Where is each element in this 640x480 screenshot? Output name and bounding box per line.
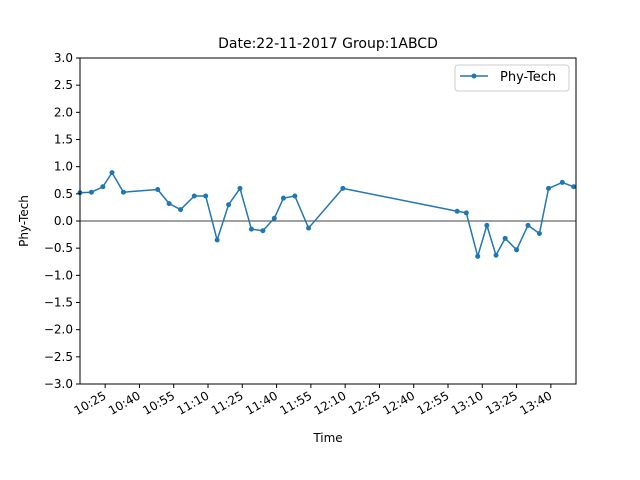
data-point xyxy=(292,193,298,199)
data-point xyxy=(340,185,346,191)
legend: Phy-Tech xyxy=(454,64,570,92)
y-tick-label: 2.5 xyxy=(54,78,73,92)
data-point xyxy=(454,208,460,214)
y-tick-label: 0.0 xyxy=(54,214,73,228)
data-point xyxy=(271,215,277,221)
y-tick-label: −2.0 xyxy=(44,323,73,337)
data-point xyxy=(280,195,286,201)
x-axis-label: Time xyxy=(312,431,342,445)
data-point xyxy=(514,247,520,253)
data-point xyxy=(260,228,266,234)
data-point xyxy=(536,231,542,236)
data-point xyxy=(475,253,481,259)
data-point xyxy=(203,193,209,199)
data-point xyxy=(493,252,499,258)
series-line-phy-tech xyxy=(79,171,574,258)
data-point xyxy=(191,193,197,199)
chart-title: Date:22-11-2017 Group:1ABCD xyxy=(218,36,438,52)
data-point xyxy=(502,235,508,241)
data-point xyxy=(166,201,172,207)
y-tick-label: 3.0 xyxy=(54,51,73,65)
data-point xyxy=(120,189,126,195)
plot-frame xyxy=(79,57,577,385)
legend-entry-label: Phy-Tech xyxy=(500,70,556,85)
y-tick-label: 2.0 xyxy=(54,105,73,119)
data-point xyxy=(484,222,490,228)
y-tick-label: 1.5 xyxy=(54,133,73,147)
data-point xyxy=(88,189,94,195)
data-point xyxy=(306,225,312,231)
legend-box xyxy=(454,64,570,92)
data-point xyxy=(214,237,220,243)
y-tick-label: −0.5 xyxy=(44,241,73,255)
y-tick-label: 1.0 xyxy=(54,160,73,174)
y-axis-label: Phy-Tech xyxy=(17,195,31,247)
y-tick-label: −2.5 xyxy=(44,350,73,364)
data-point xyxy=(463,210,469,216)
y-tick-label: −1.5 xyxy=(44,296,73,310)
data-point xyxy=(525,222,531,228)
legend-marker-sample xyxy=(471,73,477,79)
y-tick-label: −3.0 xyxy=(44,377,73,391)
data-point xyxy=(546,185,552,191)
data-point xyxy=(248,226,254,232)
data-point xyxy=(109,170,115,176)
y-tick-label: −1.0 xyxy=(44,268,73,282)
data-point xyxy=(226,202,232,208)
y-tick-label: 0.5 xyxy=(54,187,73,201)
data-point xyxy=(559,179,565,185)
data-point xyxy=(100,184,106,190)
data-point xyxy=(178,207,184,213)
data-point xyxy=(155,186,161,192)
data-point xyxy=(571,184,577,190)
data-point xyxy=(237,185,243,191)
